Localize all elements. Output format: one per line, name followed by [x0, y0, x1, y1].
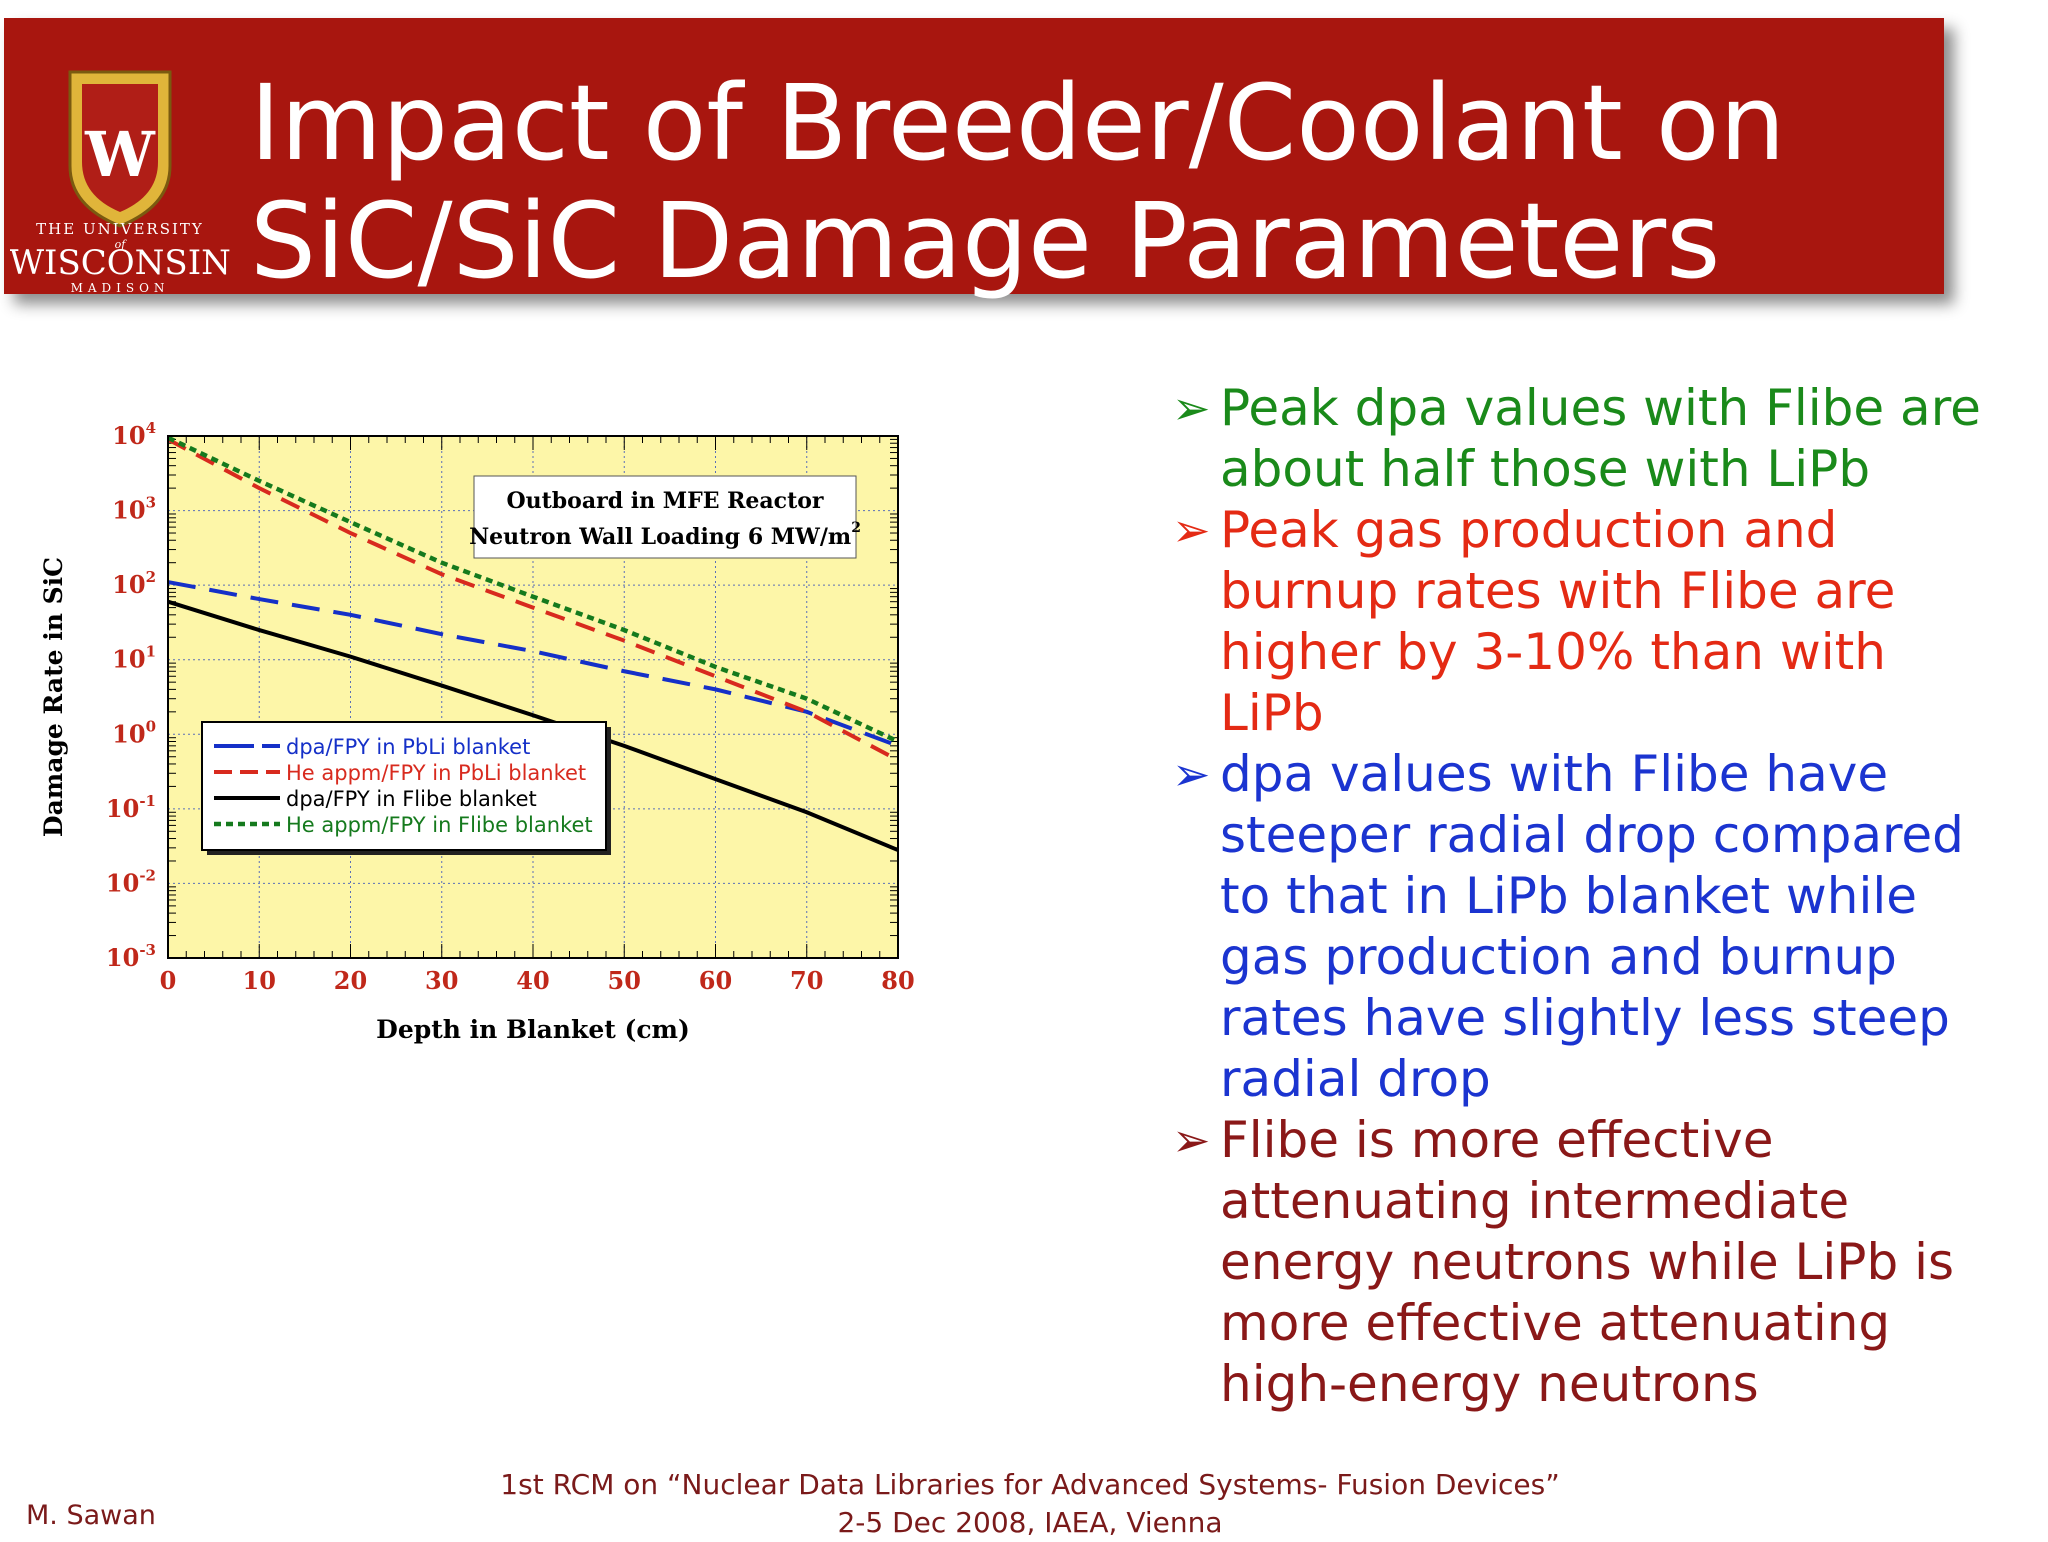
- damage-rate-chart: 0 10 20 30 40 50 60 70 80 104 103 102 101 100 10-1 10-2…: [40, 419, 915, 1044]
- x-tick-label: 60: [699, 966, 732, 995]
- x-axis-label: Depth in Blanket (cm): [376, 1015, 690, 1044]
- x-tick-label: 20: [334, 966, 367, 995]
- x-tick-label: 50: [608, 966, 641, 995]
- y-tick-label: 102: [112, 568, 156, 599]
- bullet-line: energy neutrons while LiPb is: [1220, 1233, 1955, 1291]
- y-tick-label: 10-2: [106, 866, 156, 897]
- y-axis-label: Damage Rate in SiC: [40, 557, 68, 837]
- bullet-line: high-energy neutrons: [1220, 1355, 1759, 1413]
- series-line: [167, 437, 899, 762]
- logo-text-top: THE UNIVERSITY: [36, 220, 204, 238]
- legend-label: He appm/FPY in PbLi blanket: [286, 761, 586, 785]
- series-line: [167, 435, 899, 744]
- logo-text-of: of: [115, 238, 128, 251]
- bullet-line: radial drop: [1220, 1050, 1491, 1108]
- bullet-item: ➢ Flibe is more effective attenuating inte…: [1172, 1110, 2032, 1415]
- legend-label: dpa/FPY in PbLi blanket: [286, 735, 530, 759]
- bullet-item: ➢ Peak dpa values with Flibe are about hal…: [1172, 378, 2032, 500]
- slide-title-line-2: SiC/SiC Damage Parameters: [250, 180, 1721, 302]
- legend-label: He appm/FPY in Flibe blanket: [286, 813, 593, 837]
- footer-event-line-1: 1st RCM on “Nuclear Data Libraries for A…: [500, 1468, 1560, 1501]
- bullet-line: gas production and burnup: [1220, 928, 1897, 986]
- bullet-line: dpa values with Flibe have: [1220, 745, 1889, 803]
- logo-letter: W: [84, 118, 156, 191]
- footer-author: M. Sawan: [26, 1500, 156, 1531]
- annotation-box: [473, 475, 857, 559]
- slide-title: Impact of Breeder/Coolant on SiC/SiC Dam…: [250, 64, 1785, 300]
- logo-text-name: WISCONSIN: [10, 243, 230, 283]
- slide-title-line-1: Impact of Breeder/Coolant on: [250, 62, 1786, 184]
- logo-text-bottom: MADISON: [71, 281, 170, 295]
- annotation-line-2: Neutron Wall Loading 6 MW/m2: [469, 520, 861, 550]
- y-tick-label: 101: [112, 643, 156, 674]
- bullet-line: Peak gas production and: [1220, 501, 1838, 559]
- bullet-line: Peak dpa values with Flibe are: [1220, 379, 1981, 437]
- y-tick-label: 10-1: [106, 792, 156, 823]
- bullet-item: ➢ dpa values with Flibe have steeper radia…: [1172, 744, 2032, 1110]
- arrow-bullet-icon: ➢: [1172, 1113, 1211, 1167]
- arrow-bullet-icon: ➢: [1172, 381, 1211, 435]
- bullet-line: rates have slightly less steep: [1220, 989, 1950, 1047]
- x-tick-label: 10: [243, 966, 276, 995]
- arrow-bullet-icon: ➢: [1172, 503, 1211, 557]
- legend-label: dpa/FPY in Flibe blanket: [286, 787, 537, 811]
- y-tick-label: 104: [112, 419, 156, 450]
- bullet-line: burnup rates with Flibe are: [1220, 562, 1896, 620]
- bullet-line: about half those with LiPb: [1220, 440, 1871, 498]
- annotation-line-1: Outboard in MFE Reactor: [506, 488, 823, 514]
- bullet-line: more effective attenuating: [1220, 1294, 1891, 1352]
- bullet-line: Flibe is more effective: [1220, 1111, 1774, 1169]
- bullet-line: steeper radial drop compared: [1220, 806, 1964, 864]
- y-tick-label: 100: [112, 717, 156, 748]
- bullet-line: to that in LiPb blanket while: [1220, 867, 1918, 925]
- y-tick-label: 103: [112, 494, 156, 525]
- series-line: [167, 599, 899, 852]
- bullet-list: ➢ Peak dpa values with Flibe are about hal…: [1172, 378, 2032, 1415]
- footer-event-line-2: 2-5 Dec 2008, IAEA, Vienna: [837, 1506, 1223, 1539]
- university-logo: W THE UNIVERSITY of WISCONSIN MADISON: [10, 70, 230, 295]
- title-bar: W THE UNIVERSITY of WISCONSIN MADISON Im…: [4, 18, 1944, 300]
- footer-event: 1st RCM on “Nuclear Data Libraries for A…: [380, 1466, 1680, 1542]
- x-tick-label: 0: [160, 966, 177, 995]
- bullet-item: ➢ Peak gas production and burnup rates wit…: [1172, 500, 2032, 744]
- x-tick-label: 70: [790, 966, 823, 995]
- legend-box: [201, 721, 607, 851]
- plot-frame: [167, 435, 899, 959]
- x-tick-label: 30: [425, 966, 458, 995]
- x-tick-label: 80: [881, 966, 914, 995]
- x-tick-label: 40: [516, 966, 549, 995]
- bullet-line: higher by 3-10% than with: [1220, 623, 1886, 681]
- bullet-line: LiPb: [1220, 684, 1324, 742]
- arrow-bullet-icon: ➢: [1172, 747, 1211, 801]
- y-tick-label: 10-3: [106, 941, 156, 972]
- bullet-line: attenuating intermediate: [1220, 1172, 1850, 1230]
